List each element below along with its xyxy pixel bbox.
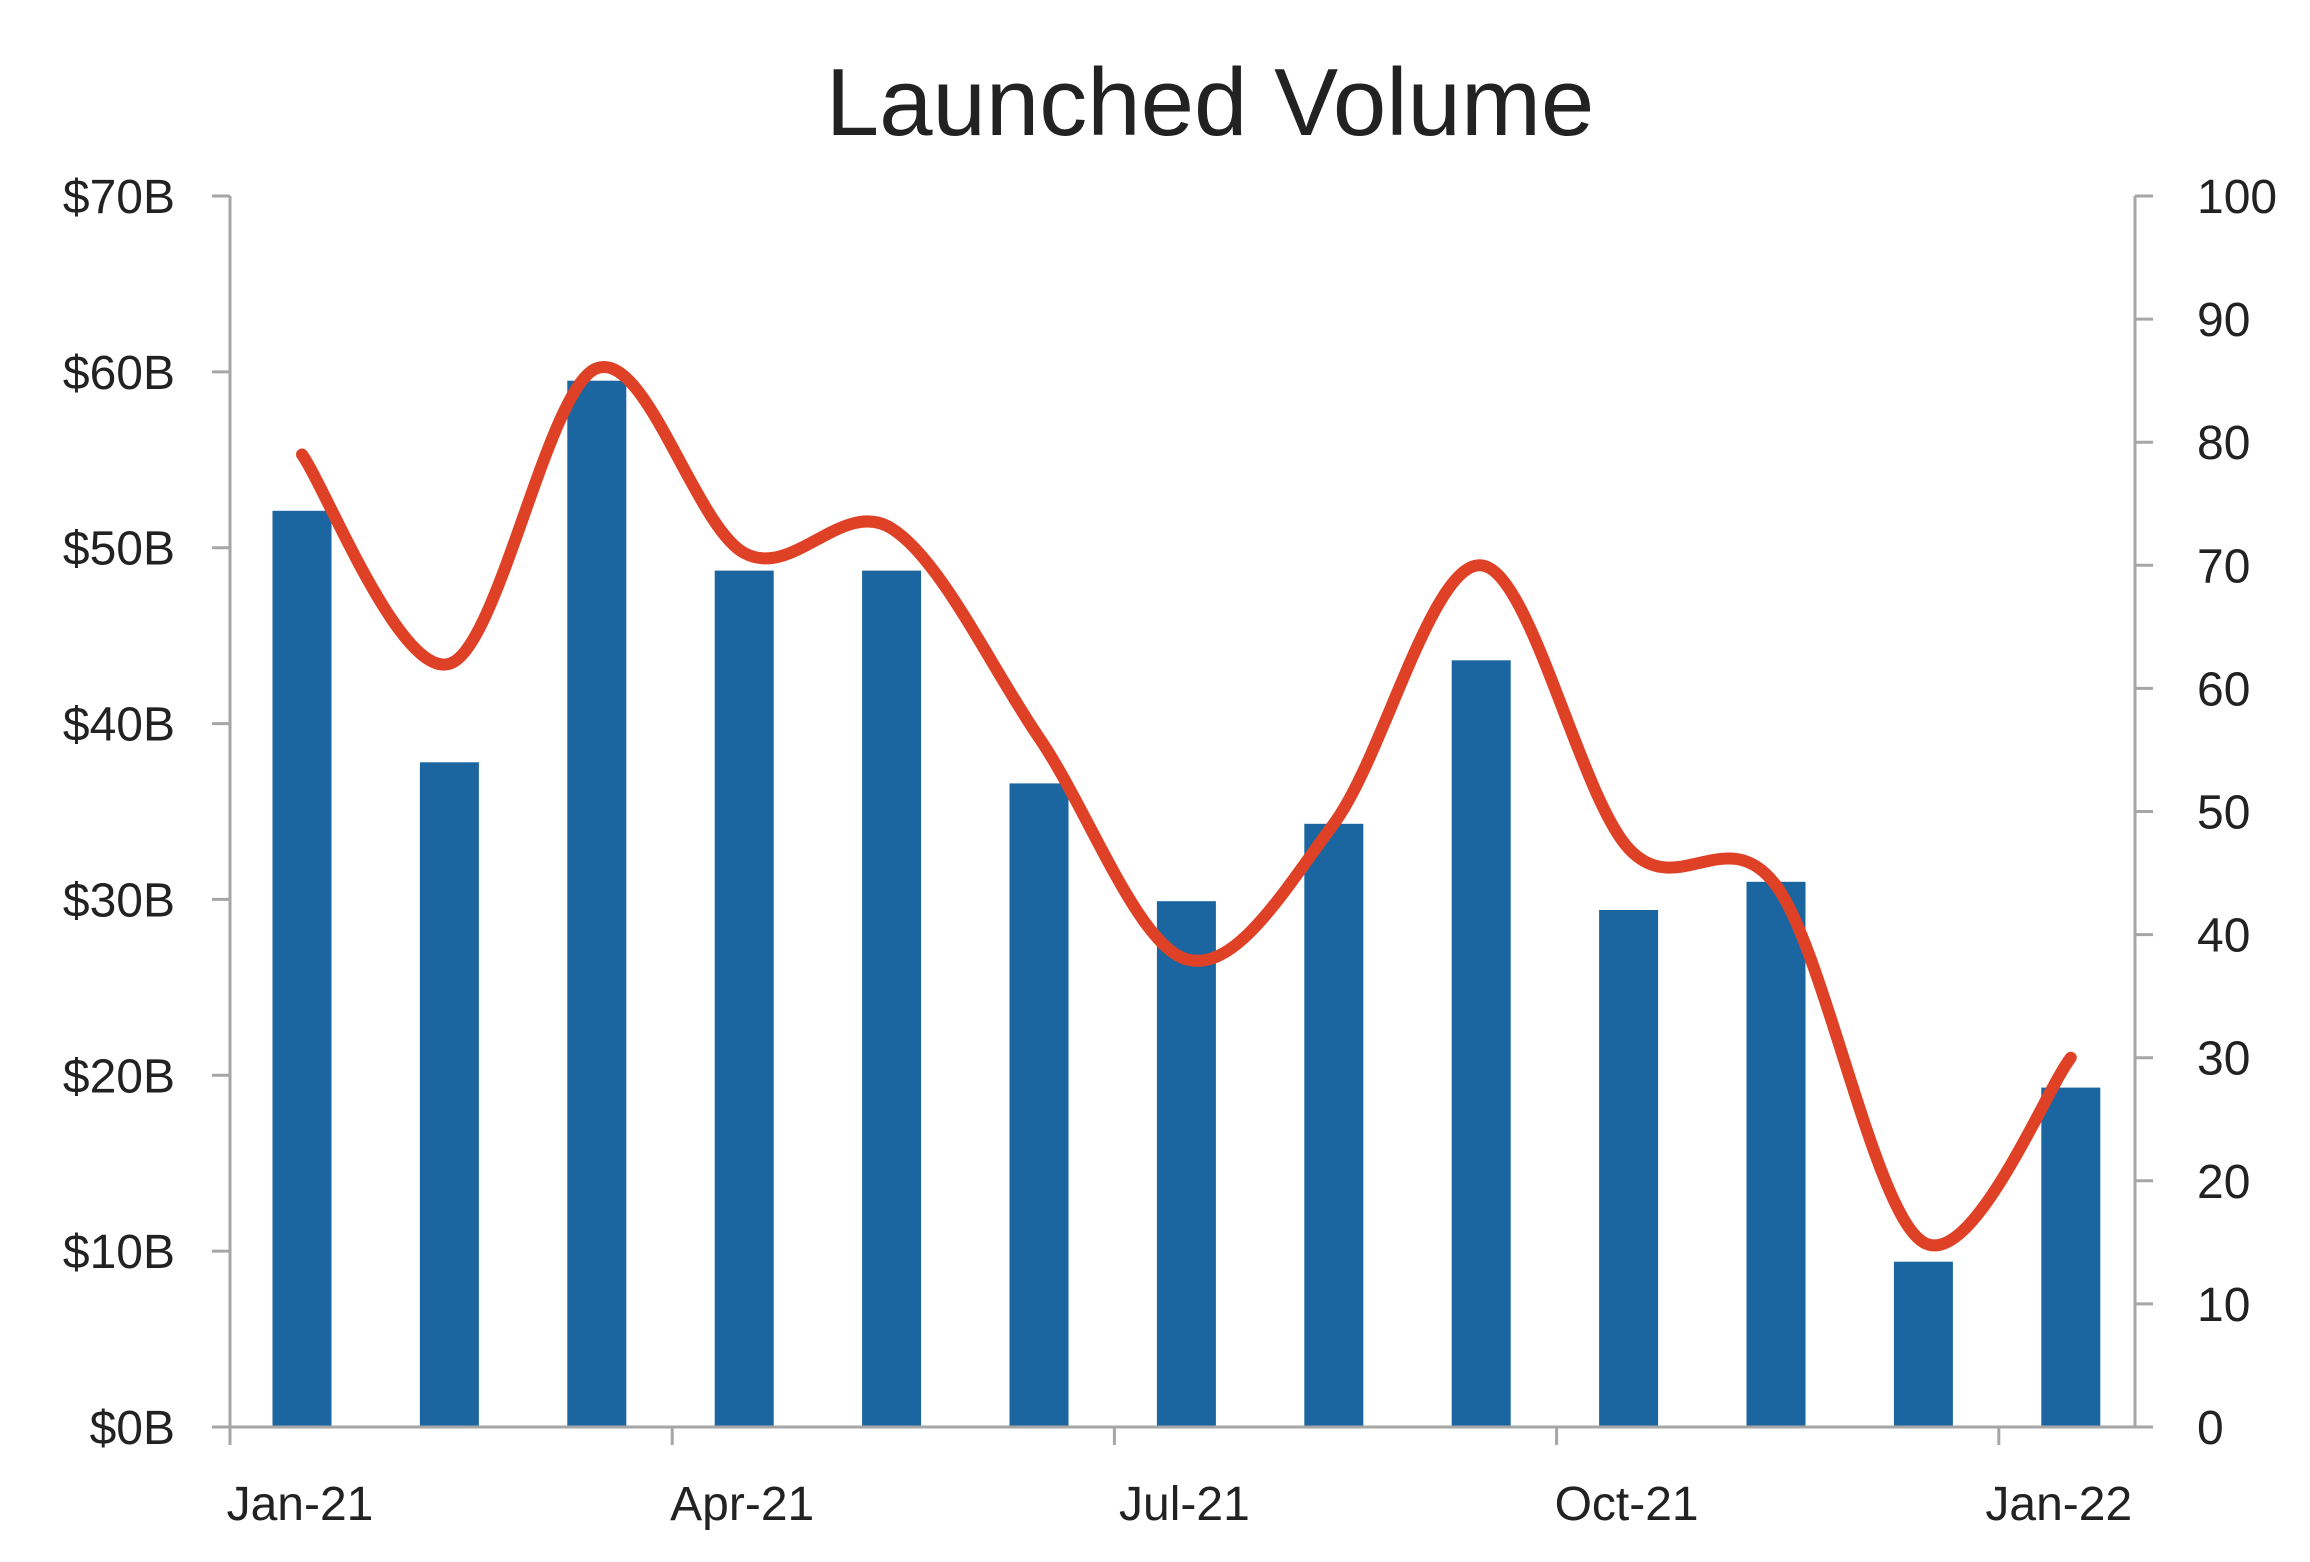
right-axis-tick-label: 100 [2197, 171, 2277, 224]
right-axis-tick-label: 10 [2197, 1279, 2250, 1332]
right-axis-tick-label: 0 [2197, 1402, 2224, 1455]
right-axis-tick-label: 80 [2197, 417, 2250, 470]
chart-title: Launched Volume [826, 49, 1595, 156]
right-axis-tick-label: 20 [2197, 1156, 2250, 1209]
bar-oct-21 [1599, 910, 1659, 1427]
left-axis-tick-label: $0B [90, 1402, 175, 1455]
bar-jan-21 [272, 510, 332, 1427]
bar-apr-21 [714, 570, 774, 1427]
bar-dec-21 [1893, 1261, 1953, 1427]
right-axis-tick-label: 40 [2197, 910, 2250, 963]
bar-jul-21 [1156, 901, 1216, 1427]
x-axis-tick-label: Apr-21 [670, 1478, 814, 1531]
left-axis-tick-label: $10B [63, 1226, 175, 1279]
left-axis-tick-label: $60B [63, 347, 175, 400]
left-axis-tick-label: $40B [63, 699, 175, 752]
bar-aug-21 [1304, 823, 1364, 1427]
bar-jun-21 [1009, 783, 1069, 1427]
bar-jan-22 [2041, 1087, 2101, 1427]
left-axis-tick-label: $70B [63, 171, 175, 224]
count-line-series [296, 361, 2077, 1252]
bars-layer [272, 380, 2101, 1428]
right-axis-tick-label: 70 [2197, 540, 2250, 593]
x-axis-tick-label: Jan-21 [227, 1478, 374, 1531]
x-axis-tick-label: Jan-22 [1985, 1478, 2132, 1531]
bar-mar-21 [567, 380, 627, 1428]
right-axis-tick-label: 60 [2197, 663, 2250, 716]
x-axis-tick-label: Oct-21 [1555, 1478, 1699, 1531]
right-axis-tick-label: 30 [2197, 1033, 2250, 1086]
right-axis-tick-label: 90 [2197, 294, 2250, 347]
left-axis-tick-label: $30B [63, 874, 175, 927]
bar-sep-21 [1451, 660, 1511, 1427]
x-axis-tick-label: Jul-21 [1119, 1478, 1250, 1531]
right-axis-tick-label: 50 [2197, 787, 2250, 840]
bar-feb-21 [419, 762, 479, 1427]
left-axis-tick-label: $20B [63, 1050, 175, 1103]
axes-layer: $0B $10B $20B $30B $40B $50B $60B $70B 0 10 20 30 40… [63, 171, 2277, 1531]
line-layer [296, 361, 2077, 1252]
left-axis-tick-label: $50B [63, 523, 175, 576]
bar-nov-21 [1746, 881, 1806, 1427]
bar-may-21 [862, 570, 922, 1427]
